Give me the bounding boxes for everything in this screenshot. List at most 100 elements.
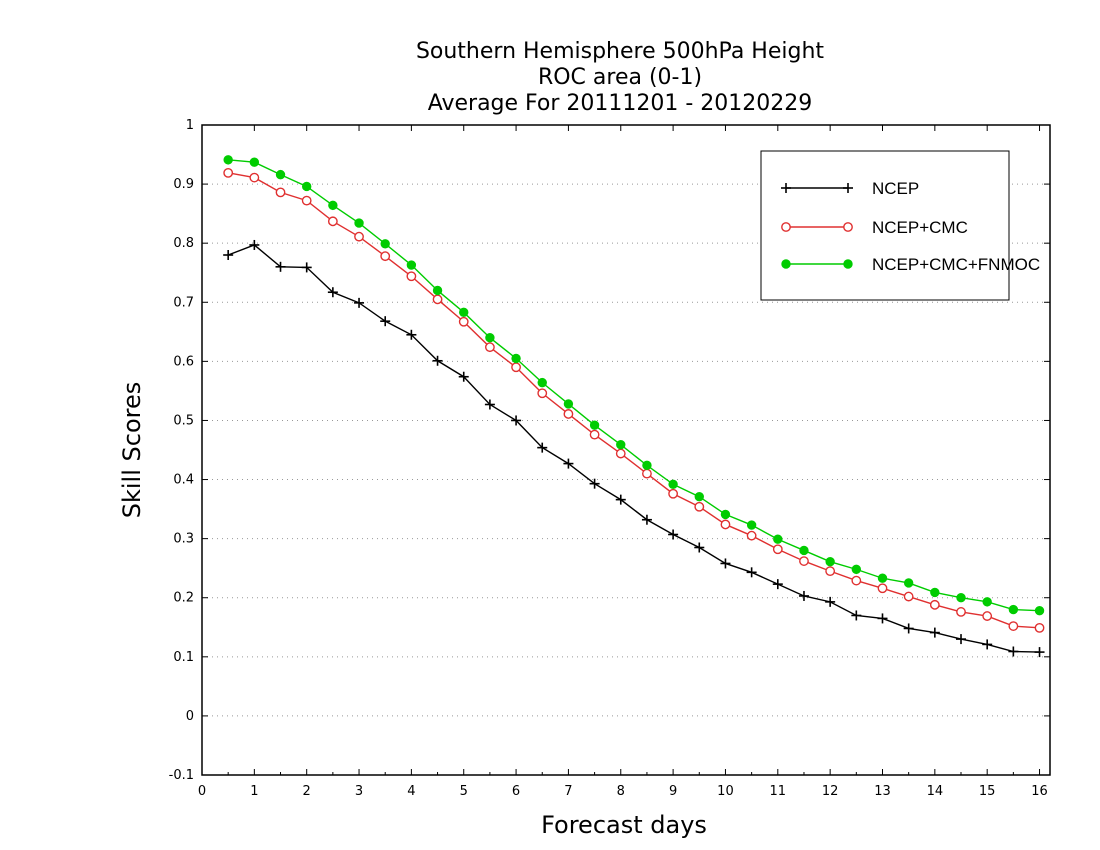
data-point <box>458 316 469 327</box>
y-tick-label: 0.7 <box>173 295 194 310</box>
x-tick-label: 6 <box>512 784 520 799</box>
series-ncep <box>223 239 1045 658</box>
data-point <box>380 251 391 262</box>
y-tick-label: 0.3 <box>173 532 194 547</box>
data-point <box>459 307 469 318</box>
y-tick-label: 0.1 <box>173 650 194 665</box>
data-point <box>825 566 836 577</box>
y-axis-label: Skill Scores <box>118 382 146 519</box>
data-point <box>406 329 417 340</box>
x-tick-label: 4 <box>407 784 415 799</box>
data-point <box>301 195 312 206</box>
legend-entry: NCEP+CMC+FNMOC <box>781 255 1040 274</box>
data-point <box>615 494 626 505</box>
data-point <box>616 439 626 450</box>
legend-label: NCEP+CMC+FNMOC <box>872 255 1040 274</box>
x-tick-label: 10 <box>717 784 734 799</box>
data-point <box>563 409 574 419</box>
data-point <box>563 458 574 469</box>
data-point <box>956 593 966 603</box>
data-point <box>694 542 705 553</box>
data-point <box>615 448 626 459</box>
data-point <box>642 468 652 479</box>
data-point <box>903 591 914 602</box>
data-point <box>432 285 443 296</box>
legend-marker <box>843 222 853 232</box>
data-point <box>851 610 862 621</box>
data-point <box>799 545 809 556</box>
data-point <box>694 501 705 512</box>
y-tick-label: -0.1 <box>169 768 194 783</box>
data-point <box>537 388 548 399</box>
x-tick-label: 12 <box>822 784 839 799</box>
data-point <box>851 564 862 575</box>
data-point <box>563 399 574 409</box>
x-tick-label: 5 <box>460 784 468 799</box>
data-point <box>328 200 338 211</box>
legend-label: NCEP <box>872 179 919 198</box>
data-point <box>354 297 365 308</box>
legend-marker <box>843 259 853 269</box>
data-point <box>877 583 888 594</box>
data-point <box>772 544 783 555</box>
x-tick-label: 3 <box>355 784 363 799</box>
data-point <box>511 362 521 373</box>
legend-label: NCEP+CMC <box>872 218 968 237</box>
data-point <box>929 627 940 638</box>
legend-marker <box>781 183 791 193</box>
x-tick-label: 16 <box>1031 784 1048 799</box>
data-point <box>773 534 783 544</box>
series-line <box>227 244 1040 653</box>
data-point <box>301 262 312 273</box>
x-tick-label: 1 <box>250 784 258 799</box>
legend-entry: NCEP+CMC <box>781 218 968 237</box>
data-point <box>537 442 548 453</box>
data-point <box>223 155 233 165</box>
data-point <box>903 578 914 588</box>
y-tick-label: 0.4 <box>173 473 194 488</box>
data-point <box>223 250 234 260</box>
x-tick-label: 14 <box>927 784 944 799</box>
data-point <box>589 478 600 489</box>
data-point <box>982 597 992 607</box>
data-point <box>668 488 679 499</box>
data-point <box>929 599 940 610</box>
data-point <box>668 479 678 489</box>
data-point <box>354 218 364 228</box>
y-tick-label: 0.8 <box>173 236 194 251</box>
data-point <box>432 355 443 366</box>
legend: NCEP NCEP+CMC NCEP+CMC+FNMOC <box>760 150 1040 301</box>
data-point <box>1034 606 1045 616</box>
x-tick-label: 7 <box>564 784 572 799</box>
data-point <box>746 520 757 530</box>
data-point <box>746 567 757 578</box>
data-point <box>275 261 286 272</box>
y-tick-label: 0.9 <box>173 177 194 192</box>
data-point <box>1008 646 1019 657</box>
data-point <box>249 239 260 250</box>
data-point <box>589 420 600 430</box>
data-point <box>275 169 286 180</box>
data-point <box>1034 622 1045 633</box>
x-tick-label: 2 <box>303 784 311 799</box>
x-tick-label: 15 <box>979 784 996 799</box>
data-point <box>1008 604 1019 615</box>
data-point <box>511 353 521 364</box>
data-point <box>982 611 993 621</box>
data-point <box>537 377 547 388</box>
series <box>223 155 1045 658</box>
y-tick-label: 0.6 <box>173 354 194 369</box>
y-tick-label: 0 <box>186 709 194 724</box>
data-point <box>458 371 469 382</box>
x-tick-label: 9 <box>669 784 677 799</box>
data-point <box>223 167 234 178</box>
data-point <box>720 558 731 569</box>
data-point <box>249 172 260 183</box>
data-point <box>327 287 338 298</box>
data-point <box>720 509 731 520</box>
legend-entry: NCEP <box>781 179 919 198</box>
y-tick-label: 0.2 <box>173 591 194 606</box>
data-point <box>406 271 417 282</box>
data-point <box>301 181 312 192</box>
